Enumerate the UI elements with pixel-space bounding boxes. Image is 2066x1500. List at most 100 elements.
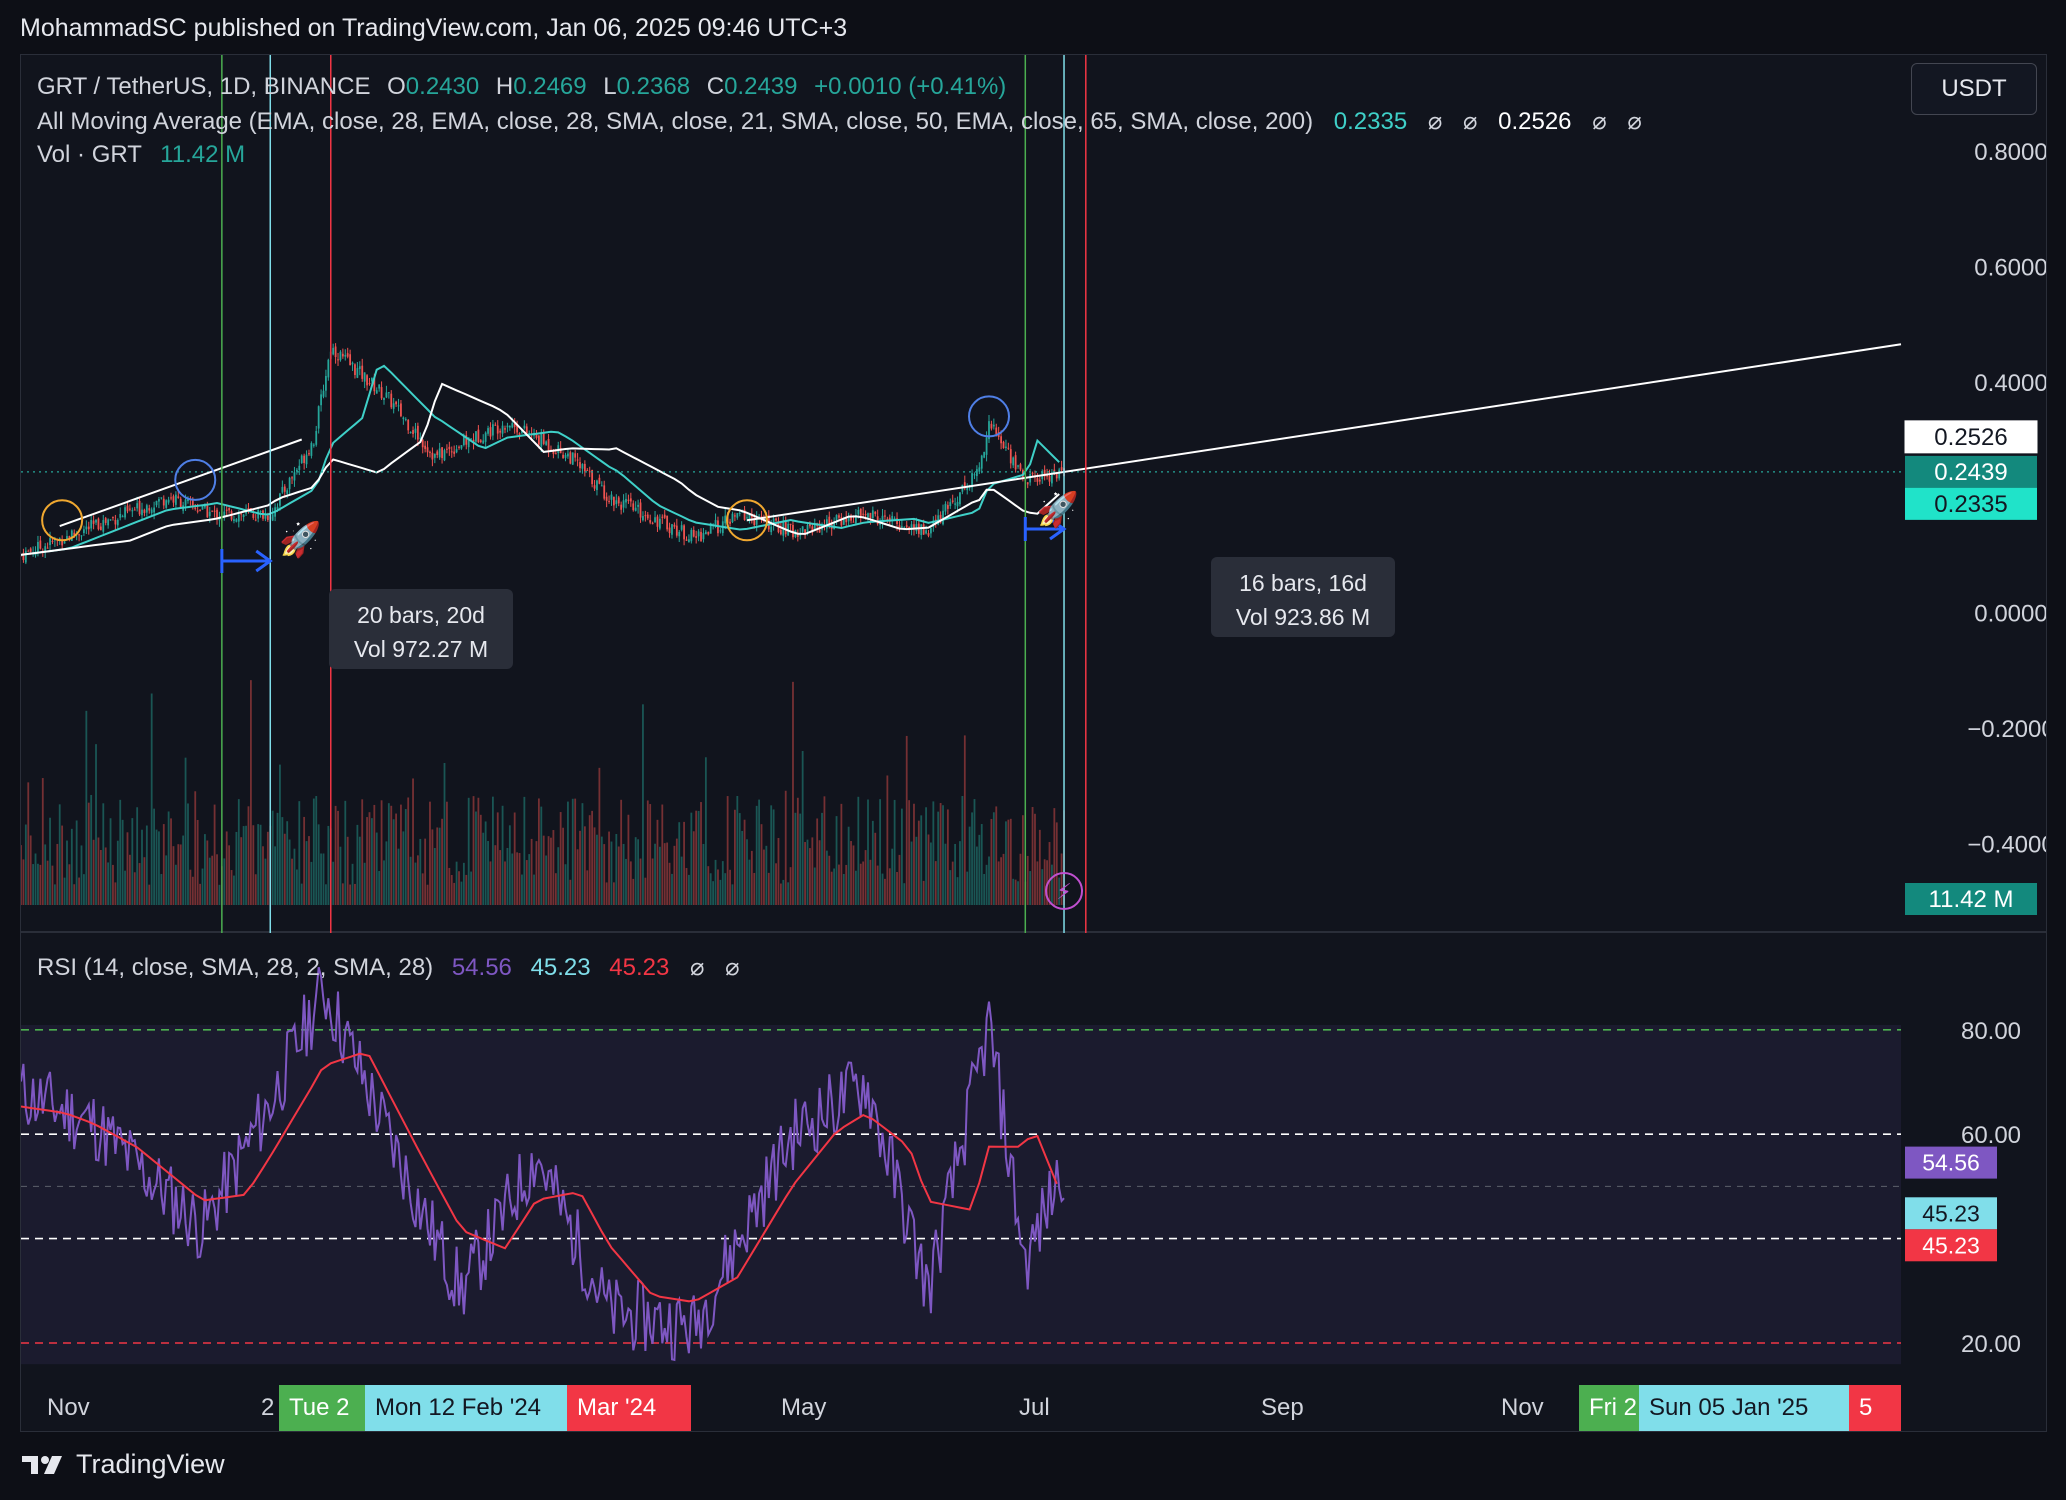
volume-bar — [627, 814, 630, 905]
volume-bar — [187, 803, 189, 905]
candle-body — [1026, 482, 1029, 485]
candle-body — [414, 428, 417, 433]
candle-body — [194, 507, 197, 509]
candle-body — [658, 518, 661, 529]
candle-body — [567, 453, 569, 457]
symbol-name[interactable]: GRT / TetherUS, 1D, BINANCE — [37, 73, 371, 100]
candle-body — [758, 516, 760, 518]
volume-bar — [518, 853, 521, 905]
candle-body — [462, 436, 465, 445]
volume-bar — [859, 863, 862, 905]
volume-bar — [862, 861, 865, 905]
volume-bar — [900, 808, 903, 905]
volume-bar — [949, 870, 952, 905]
candle-body — [995, 427, 998, 435]
candle-body — [554, 453, 557, 455]
time-axis-highlight: Tue 2 — [289, 1394, 349, 1421]
volume-bar — [245, 825, 247, 905]
volume-bar — [830, 871, 833, 905]
chart-canvas[interactable]: 0.8000 0.6000 0.4000 0.0000 −0.2000 −0.4000 0.… — [21, 55, 2046, 1431]
chart-frame[interactable]: 0.8000 0.6000 0.4000 0.0000 −0.2000 −0.4000 0.… — [20, 54, 2047, 1432]
volume-bar — [109, 818, 112, 905]
candle-body — [542, 433, 545, 444]
candle-body — [179, 498, 182, 509]
volume-bar — [1000, 857, 1002, 905]
volume-bar — [121, 819, 124, 905]
volume-bar — [453, 882, 456, 905]
volume-bar — [489, 861, 492, 905]
candle-body — [775, 518, 777, 521]
volume-bar — [816, 818, 819, 905]
volume-bar — [66, 840, 68, 905]
candle-body — [124, 507, 126, 518]
volume-legend[interactable]: Vol · GRT 11.42 M — [37, 141, 245, 169]
candle-body — [869, 512, 872, 519]
volume-bar — [823, 796, 826, 905]
candle-body — [252, 514, 255, 518]
volume-bar — [211, 855, 214, 905]
volume-bar — [1017, 881, 1019, 905]
candle-body — [874, 511, 877, 514]
candle-body — [172, 496, 175, 503]
volume-bar — [726, 796, 729, 905]
candle-body — [1038, 479, 1041, 482]
candle-body — [1043, 469, 1046, 477]
candle-body — [281, 486, 284, 493]
candle-body — [840, 517, 843, 526]
time-axis-label: Sep — [1261, 1394, 1304, 1421]
volume-bar — [678, 822, 681, 905]
volume-bar — [80, 845, 83, 905]
currency-button[interactable]: USDT — [1911, 63, 2037, 115]
candle-body — [644, 515, 647, 517]
volume-bar — [963, 735, 966, 905]
candle-body — [407, 420, 410, 431]
candle-body — [792, 524, 794, 538]
volume-bar — [511, 853, 514, 905]
candle-body — [779, 529, 782, 535]
volume-bar — [550, 837, 552, 905]
candle-body — [325, 375, 327, 391]
candle-body — [1029, 473, 1032, 483]
candle-body — [383, 397, 385, 401]
ma-legend[interactable]: All Moving Average (EMA, close, 28, EMA,… — [37, 107, 1642, 136]
candle-body — [610, 494, 613, 500]
volume-bar — [206, 840, 209, 905]
candle-body — [886, 518, 889, 520]
volume-bar — [443, 763, 446, 905]
candle-body — [804, 529, 806, 534]
volume-bar — [884, 878, 886, 905]
candle-body — [537, 435, 540, 445]
volume-bar — [758, 799, 760, 905]
candle-body — [206, 505, 209, 518]
volume-bar — [317, 824, 320, 905]
tradingview-logo[interactable]: TradingView — [22, 1449, 225, 1480]
candle-body — [162, 498, 165, 506]
volume-bar — [644, 877, 647, 905]
volume-bar — [755, 805, 758, 905]
volume-bar — [494, 845, 497, 905]
candle-body — [102, 520, 105, 532]
candle-body — [1009, 449, 1012, 464]
rsi-legend[interactable]: RSI (14, close, SMA, 28, 2, SMA, 28) 54.… — [37, 953, 740, 982]
candle-body — [1055, 474, 1058, 479]
volume-bar — [402, 831, 405, 905]
candle-body — [784, 520, 787, 535]
volume-bar — [283, 833, 286, 905]
measure-volume-text: Vol 972.27 M — [354, 636, 488, 662]
volume-bar — [487, 841, 489, 905]
ma-label: All Moving Average (EMA, close, 28, EMA,… — [37, 108, 1314, 135]
volume-bar — [680, 856, 683, 905]
volume-bar — [380, 800, 383, 905]
volume-bar — [903, 883, 906, 905]
volume-bar — [368, 812, 371, 905]
candle-body — [308, 453, 310, 455]
volume-bar — [709, 873, 712, 905]
time-axis-highlight-bg — [1849, 1385, 1901, 1431]
volume-bar — [90, 794, 93, 905]
candle-body — [153, 507, 155, 513]
candle-body — [196, 510, 199, 512]
symbol-legend[interactable]: GRT / TetherUS, 1D, BINANCE O0.2430 H0.2… — [37, 73, 1006, 101]
volume-bar — [871, 820, 874, 905]
candle-body — [27, 550, 30, 552]
volume-bar — [506, 847, 509, 905]
